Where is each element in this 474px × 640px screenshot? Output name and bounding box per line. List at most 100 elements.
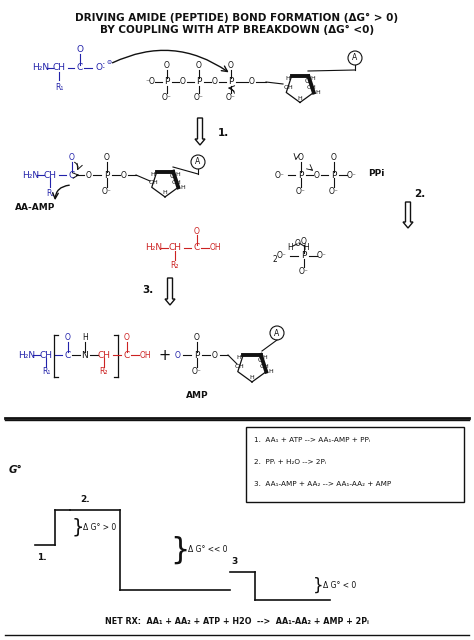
Text: H₂N: H₂N <box>22 170 39 179</box>
Text: P: P <box>194 351 200 360</box>
Text: C: C <box>77 63 83 72</box>
Text: OH: OH <box>235 364 245 369</box>
Text: P: P <box>331 170 337 179</box>
Text: H₂N: H₂N <box>18 351 35 360</box>
Text: AA-AMP: AA-AMP <box>15 204 55 212</box>
Text: H: H <box>180 185 185 190</box>
Text: H: H <box>250 375 255 380</box>
Text: O⁻: O⁻ <box>162 93 172 102</box>
Text: O⁻: O⁻ <box>192 367 202 376</box>
Text: }: } <box>72 518 84 537</box>
Text: O: O <box>175 351 181 360</box>
Text: G°: G° <box>9 465 23 475</box>
Text: H: H <box>150 172 155 177</box>
Text: 3.: 3. <box>142 285 154 295</box>
Text: O⁻: O⁻ <box>275 170 285 179</box>
Text: Δ G° > 0: Δ G° > 0 <box>83 523 117 532</box>
Text: H₂N: H₂N <box>145 243 162 253</box>
Text: O: O <box>257 357 263 363</box>
Text: CH: CH <box>168 243 182 253</box>
Text: O: O <box>86 170 92 179</box>
Text: 1.  AA₁ + ATP --> AA₁-AMP + PPᵢ: 1. AA₁ + ATP --> AA₁-AMP + PPᵢ <box>254 437 370 443</box>
Text: BY COUPLING WITH ATP BREAKDOWN (ΔG° <0): BY COUPLING WITH ATP BREAKDOWN (ΔG° <0) <box>100 25 374 35</box>
Text: 2.  PPᵢ + H₂O --> 2Pᵢ: 2. PPᵢ + H₂O --> 2Pᵢ <box>254 459 326 465</box>
Text: Δ G° < 0: Δ G° < 0 <box>323 582 356 591</box>
Text: CH: CH <box>53 63 65 72</box>
Text: AMP: AMP <box>186 390 208 399</box>
Text: A: A <box>195 157 201 166</box>
Text: O: O <box>228 61 234 70</box>
Text: A: A <box>352 54 357 63</box>
Text: PPi: PPi <box>368 168 384 177</box>
Text: O⁻: O⁻ <box>194 93 204 102</box>
Text: 3.  AA₁-AMP + AA₂ --> AA₁-AA₂ + AMP: 3. AA₁-AMP + AA₂ --> AA₁-AA₂ + AMP <box>254 481 391 487</box>
Text: :: : <box>102 60 106 70</box>
Text: DRIVING AMIDE (PEPTIDE) BOND FORMATION (ΔG° > 0): DRIVING AMIDE (PEPTIDE) BOND FORMATION (… <box>75 13 399 23</box>
Text: 2.: 2. <box>414 189 426 199</box>
Text: H: H <box>285 76 290 81</box>
Text: O⁻: O⁻ <box>329 188 339 196</box>
Text: ⊖: ⊖ <box>106 60 111 65</box>
Text: P: P <box>196 77 202 86</box>
Text: C: C <box>69 170 75 179</box>
Text: N: N <box>82 351 88 360</box>
Text: 1.: 1. <box>37 552 46 561</box>
Text: C: C <box>65 351 71 360</box>
Text: +: + <box>159 348 171 362</box>
Text: H: H <box>237 355 241 360</box>
Text: H: H <box>316 90 320 95</box>
Text: O: O <box>76 45 83 54</box>
Text: O: O <box>170 173 175 179</box>
Text: H: H <box>268 369 273 374</box>
Text: O: O <box>301 237 307 246</box>
Text: H: H <box>303 243 309 253</box>
Text: P: P <box>298 170 304 179</box>
Text: OH: OH <box>283 85 293 90</box>
Text: O: O <box>104 152 110 161</box>
Text: CH: CH <box>39 351 53 360</box>
Text: CH: CH <box>44 170 56 179</box>
Text: O: O <box>121 170 127 179</box>
Text: O: O <box>69 152 75 161</box>
Text: H: H <box>163 190 167 195</box>
Text: H: H <box>287 243 293 253</box>
Text: O: O <box>298 154 304 163</box>
Text: O: O <box>212 77 218 86</box>
Text: Δ G° << 0: Δ G° << 0 <box>188 545 228 554</box>
Text: H: H <box>175 172 180 177</box>
Text: OH: OH <box>259 364 269 369</box>
FancyBboxPatch shape <box>246 426 465 502</box>
Text: C: C <box>124 351 130 360</box>
Text: O: O <box>212 351 218 360</box>
Text: O⁻: O⁻ <box>296 188 306 196</box>
Text: A: A <box>274 328 280 337</box>
Text: OH: OH <box>172 180 182 185</box>
Text: H: H <box>263 355 267 360</box>
Text: R₁: R₁ <box>46 189 54 198</box>
Text: O: O <box>164 61 170 70</box>
Text: R₂: R₂ <box>171 262 179 271</box>
Text: H₂N: H₂N <box>32 63 49 72</box>
Text: O: O <box>124 333 130 342</box>
Text: R₁: R₁ <box>42 367 50 376</box>
Text: CH: CH <box>98 351 110 360</box>
Text: H: H <box>82 333 88 342</box>
Text: O: O <box>95 63 102 72</box>
Text: P: P <box>301 252 307 260</box>
Text: }: } <box>170 536 190 564</box>
Text: O⁻: O⁻ <box>102 188 112 196</box>
Text: O⁻: O⁻ <box>347 170 357 179</box>
Text: P: P <box>228 77 234 86</box>
Text: OH: OH <box>209 243 221 253</box>
Text: NET RX:  AA₁ + AA₂ + ATP + H2O  -->  AA₁-AA₂ + AMP + 2Pᵢ: NET RX: AA₁ + AA₂ + ATP + H2O --> AA₁-AA… <box>105 618 369 627</box>
Text: O⁻: O⁻ <box>299 266 309 275</box>
Text: O: O <box>331 154 337 163</box>
Text: O: O <box>314 170 320 179</box>
Text: O: O <box>196 61 202 70</box>
Text: 2.: 2. <box>80 495 90 504</box>
Text: O⁻: O⁻ <box>226 93 236 102</box>
Text: O: O <box>194 333 200 342</box>
Text: O: O <box>65 333 71 342</box>
Text: 3: 3 <box>232 557 238 566</box>
Text: ⁻O: ⁻O <box>145 77 155 86</box>
